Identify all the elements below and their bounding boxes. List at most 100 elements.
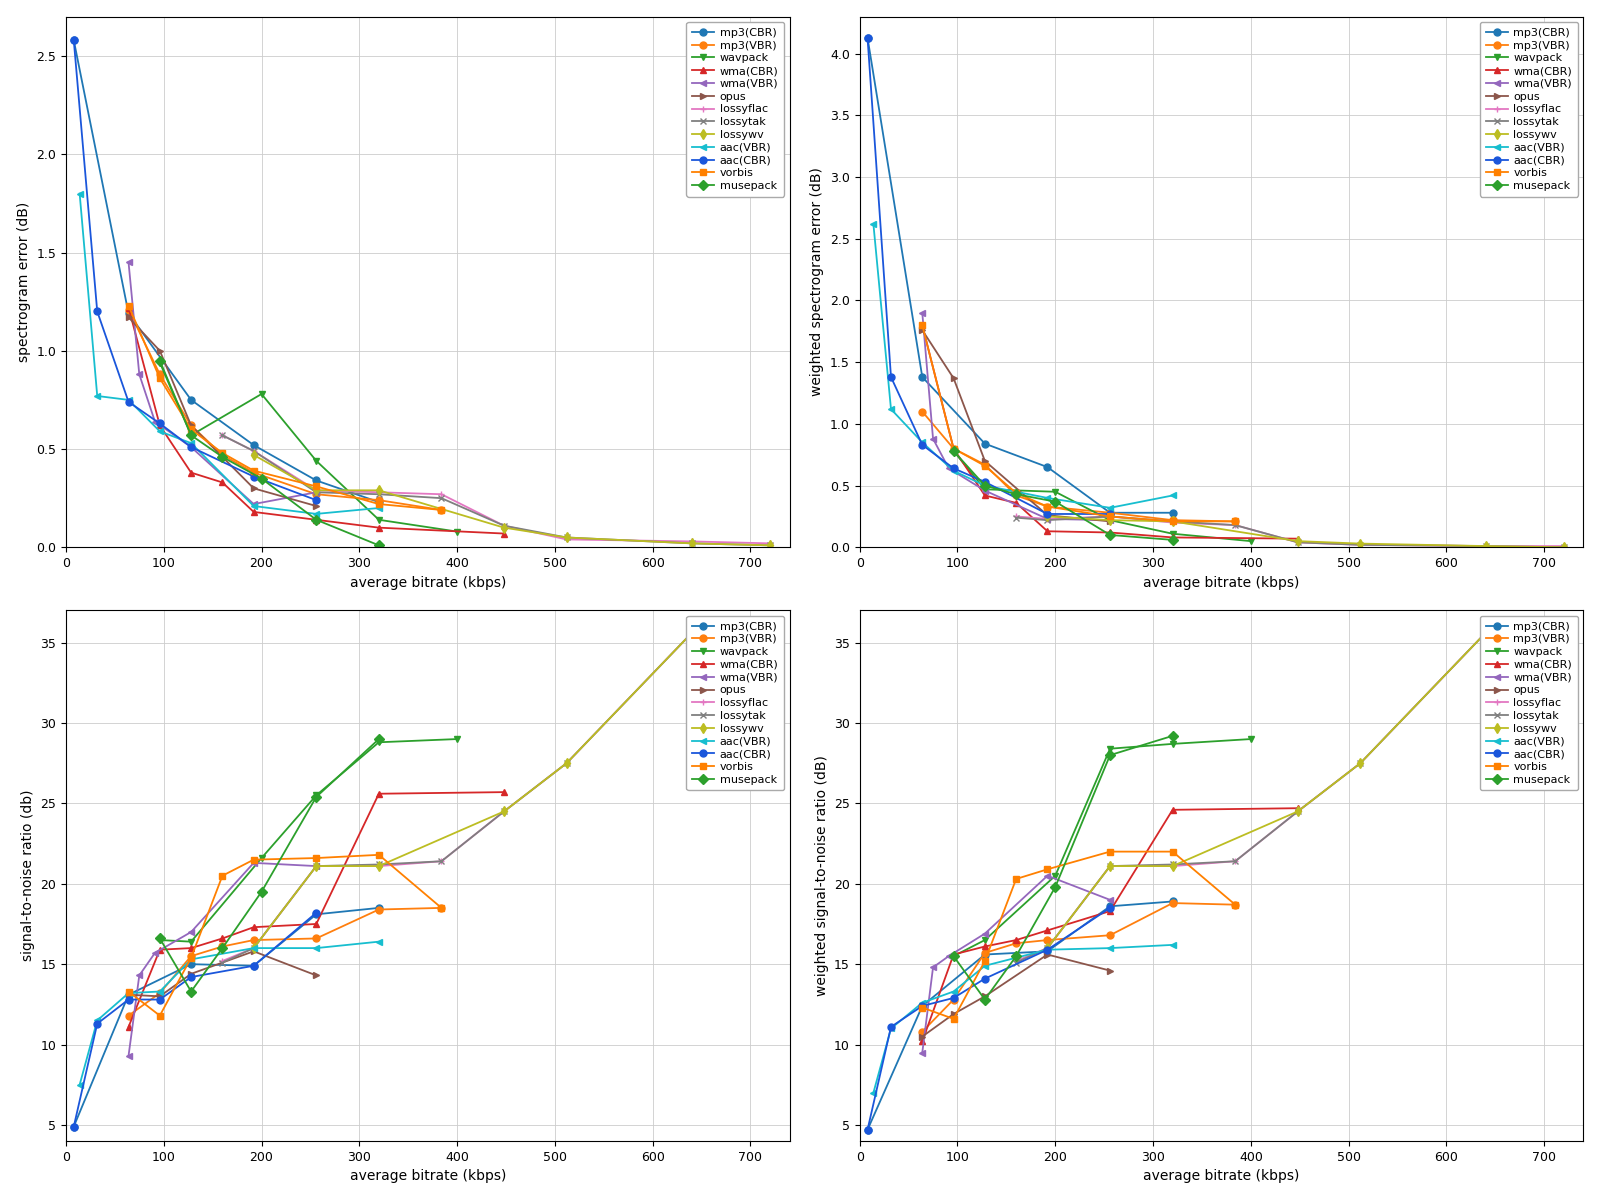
Line: lossywv: lossywv bbox=[250, 451, 773, 548]
wma(VBR) bbox=[130, 968, 149, 983]
wma(VBR) bbox=[130, 367, 149, 382]
aac(VBR) bbox=[944, 463, 963, 478]
aac(CBR) bbox=[64, 1120, 83, 1134]
lossytak bbox=[1350, 538, 1370, 552]
Line: wma(CBR): wma(CBR) bbox=[918, 322, 1301, 542]
lossytak bbox=[1350, 756, 1370, 770]
wavpack bbox=[307, 788, 326, 803]
lossytak bbox=[682, 536, 701, 551]
Y-axis label: weighted spectrogram error (dB): weighted spectrogram error (dB) bbox=[811, 168, 824, 396]
lossytak bbox=[370, 857, 389, 871]
Line: vorbis: vorbis bbox=[125, 302, 445, 514]
Line: wavpack: wavpack bbox=[950, 448, 1254, 545]
wma(VBR) bbox=[118, 1049, 138, 1063]
Line: wavpack: wavpack bbox=[950, 736, 1254, 960]
lossytak bbox=[1554, 540, 1573, 554]
lossyflac bbox=[245, 941, 264, 955]
mp3(CBR) bbox=[1163, 894, 1182, 908]
wavpack bbox=[1163, 737, 1182, 751]
wma(VBR) bbox=[1038, 511, 1058, 526]
vorbis bbox=[1101, 845, 1120, 859]
musepack bbox=[181, 428, 200, 443]
wma(VBR) bbox=[939, 461, 958, 475]
aac(CBR) bbox=[912, 438, 931, 452]
mp3(VBR) bbox=[1038, 932, 1058, 947]
wma(CBR) bbox=[245, 920, 264, 935]
vorbis bbox=[1006, 871, 1026, 886]
lossytak bbox=[1006, 955, 1026, 970]
mp3(CBR) bbox=[370, 901, 389, 916]
vorbis bbox=[976, 954, 995, 968]
wma(CBR) bbox=[976, 940, 995, 954]
aac(VBR) bbox=[864, 1086, 883, 1100]
lossyflac bbox=[494, 804, 514, 818]
mp3(CBR) bbox=[181, 956, 200, 971]
aac(VBR) bbox=[1038, 942, 1058, 956]
lossyflac bbox=[1475, 539, 1494, 553]
aac(CBR) bbox=[118, 395, 138, 409]
opus bbox=[118, 988, 138, 1002]
musepack bbox=[213, 941, 232, 955]
Line: lossyflac: lossyflac bbox=[219, 432, 773, 547]
aac(VBR) bbox=[882, 1021, 901, 1036]
wma(VBR) bbox=[146, 946, 165, 960]
musepack bbox=[1006, 949, 1026, 964]
aac(VBR) bbox=[181, 436, 200, 450]
aac(CBR) bbox=[150, 416, 170, 431]
musepack bbox=[181, 984, 200, 998]
opus bbox=[150, 989, 170, 1003]
Y-axis label: signal-to-noise ratio (db): signal-to-noise ratio (db) bbox=[21, 790, 35, 961]
lossyflac bbox=[1226, 518, 1245, 533]
X-axis label: average bitrate (kbps): average bitrate (kbps) bbox=[1144, 576, 1299, 589]
vorbis bbox=[1006, 486, 1026, 500]
mp3(CBR) bbox=[245, 959, 264, 973]
vorbis bbox=[370, 847, 389, 862]
lossywv bbox=[1163, 514, 1182, 528]
lossytak bbox=[1226, 518, 1245, 533]
vorbis bbox=[976, 458, 995, 473]
lossytak bbox=[307, 485, 326, 499]
aac(CBR) bbox=[976, 475, 995, 490]
Line: musepack: musepack bbox=[157, 358, 382, 548]
aac(CBR) bbox=[88, 305, 107, 319]
aac(VBR) bbox=[88, 1013, 107, 1027]
wavpack bbox=[150, 355, 170, 370]
wma(CBR) bbox=[118, 1020, 138, 1034]
lossywv bbox=[1475, 539, 1494, 553]
lossyflac bbox=[557, 533, 576, 547]
Line: mp3(VBR): mp3(VBR) bbox=[125, 306, 445, 514]
aac(VBR) bbox=[1101, 941, 1120, 955]
mp3(CBR) bbox=[181, 392, 200, 407]
wma(CBR) bbox=[912, 318, 931, 332]
wavpack bbox=[181, 428, 200, 443]
lossyflac bbox=[1350, 538, 1370, 552]
wma(CBR) bbox=[150, 419, 170, 433]
Line: wma(VBR): wma(VBR) bbox=[918, 310, 1114, 523]
musepack bbox=[944, 444, 963, 458]
aac(VBR) bbox=[976, 959, 995, 973]
lossytak bbox=[494, 518, 514, 533]
lossywv bbox=[682, 536, 701, 551]
musepack bbox=[1006, 487, 1026, 502]
wavpack bbox=[150, 932, 170, 947]
aac(VBR) bbox=[70, 186, 90, 200]
aac(CBR) bbox=[88, 1016, 107, 1031]
musepack bbox=[944, 949, 963, 964]
lossyflac bbox=[1288, 535, 1307, 550]
aac(VBR) bbox=[88, 389, 107, 403]
wavpack bbox=[307, 454, 326, 468]
opus bbox=[181, 419, 200, 433]
Line: opus: opus bbox=[125, 948, 320, 1000]
Line: mp3(VBR): mp3(VBR) bbox=[918, 900, 1238, 1036]
lossyflac bbox=[1288, 804, 1307, 818]
Line: lossyflac: lossyflac bbox=[1013, 628, 1568, 965]
mp3(VBR) bbox=[912, 1025, 931, 1039]
vorbis bbox=[150, 371, 170, 385]
lossyflac bbox=[760, 536, 779, 551]
wma(CBR) bbox=[245, 505, 264, 520]
aac(CBR) bbox=[307, 493, 326, 508]
lossytak bbox=[1006, 510, 1026, 524]
vorbis bbox=[912, 1001, 931, 1015]
mp3(CBR) bbox=[912, 370, 931, 384]
vorbis bbox=[181, 422, 200, 437]
